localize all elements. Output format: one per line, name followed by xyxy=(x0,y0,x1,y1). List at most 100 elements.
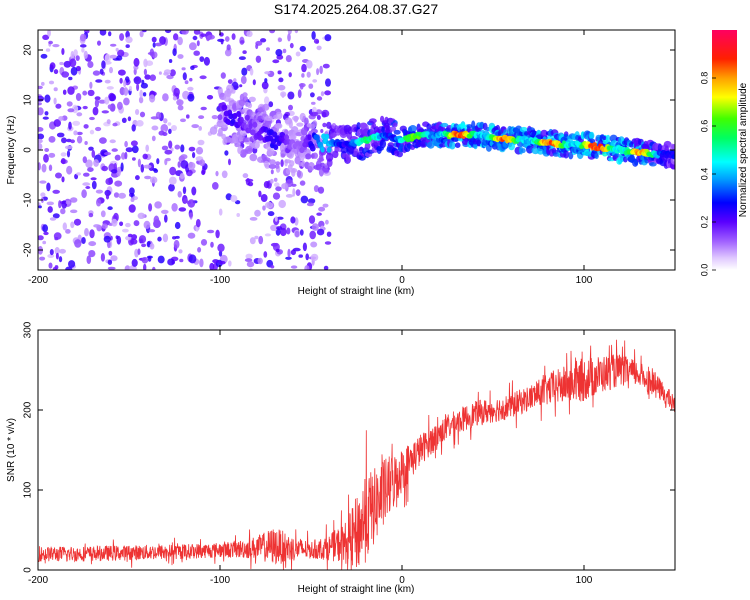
spectrogram-cell xyxy=(125,36,133,44)
spectrogram-cell xyxy=(39,180,47,184)
spectrogram-cell xyxy=(212,182,219,190)
spectrogram-cell xyxy=(110,255,118,262)
spectrogram-cell xyxy=(449,141,456,150)
snr-series-line xyxy=(38,339,675,570)
spectrogram-cell xyxy=(326,231,332,237)
spectrogram-cell xyxy=(109,66,113,74)
spectrogram-cell xyxy=(199,75,207,80)
spectrogram-cell xyxy=(89,116,95,121)
spectrogram-cell xyxy=(195,146,204,155)
snr-panel: -200 -100 0 100 0 100 200 300 Height of straigh… xyxy=(6,321,676,595)
spectrogram-cell xyxy=(228,260,232,267)
spectrogram-cell xyxy=(316,96,323,101)
spectrogram-cell xyxy=(53,87,58,92)
spectrogram-cell xyxy=(162,93,169,102)
spectrogram-cell xyxy=(47,206,53,213)
spectrogram-cell xyxy=(68,76,73,81)
chart-title: S174.2025.264.08.37.G27 xyxy=(274,1,438,17)
spectrogram-cell xyxy=(225,36,230,42)
spectrogram-cell xyxy=(301,63,307,73)
spectrogram-cell xyxy=(217,243,225,252)
spectrogram-cell xyxy=(141,79,145,85)
spectrogram-cell xyxy=(38,162,41,171)
spectrogram-cell xyxy=(130,140,138,147)
spectrogram-cell xyxy=(121,117,127,124)
spectrogram-cell xyxy=(387,142,395,147)
spectrogram-cell xyxy=(107,259,113,265)
spectrogram-cell xyxy=(330,133,338,138)
spectrogram-cell xyxy=(292,247,301,252)
spectrogram-cell xyxy=(47,30,51,37)
spectrogram-cell xyxy=(182,72,187,81)
spectrogram-cell xyxy=(196,40,200,47)
spectrogram-cell xyxy=(75,93,82,101)
spectrogram-cell xyxy=(157,255,165,264)
spectrogram-cell xyxy=(99,137,107,144)
spectrogram-cell xyxy=(90,177,97,181)
spectrogram-cell xyxy=(128,204,136,213)
spectrogram-cell xyxy=(38,107,44,116)
spectrogram-cell xyxy=(70,66,78,76)
spectrogram-cell xyxy=(270,224,278,231)
spectrogram-cell xyxy=(107,266,116,270)
spectrogram-cell xyxy=(440,122,449,128)
spectrogram-cell xyxy=(60,208,66,215)
spectrogram-ridge-cell xyxy=(257,134,264,141)
spectrogram-cell xyxy=(356,122,361,130)
spectrogram-cell xyxy=(230,89,236,94)
snr-x-tick-label: -100 xyxy=(210,575,230,586)
spectrogram-cell xyxy=(396,150,404,158)
spectrogram-cell xyxy=(242,92,248,97)
spectrogram-cell xyxy=(66,165,73,175)
spectrogram-cell xyxy=(245,178,254,183)
spectrogram-cell xyxy=(241,67,248,76)
spectrogram-cell xyxy=(53,97,57,105)
spectrogram-cell xyxy=(264,163,271,169)
spectrogram-cell xyxy=(415,141,422,148)
spectrogram-cell xyxy=(300,195,309,204)
spectrogram-cell xyxy=(136,83,140,92)
spectrogram-cell xyxy=(178,249,183,254)
spectrogram-cell xyxy=(242,96,249,103)
spectrogram-cell xyxy=(115,55,123,61)
spectrogram-cell xyxy=(261,81,269,90)
spectrogram-cell xyxy=(178,207,187,212)
spectrogram-cell xyxy=(101,223,108,229)
spectrogram-cell xyxy=(313,185,319,193)
spectrogram-cell xyxy=(262,205,266,211)
spectrogram-cell xyxy=(88,241,97,247)
spectrogram-cell xyxy=(106,119,111,125)
spectrogram-cell xyxy=(240,75,247,85)
spectrogram-cell xyxy=(649,162,657,167)
spectrogram-cell xyxy=(48,136,56,143)
spectrogram-cell xyxy=(389,126,397,132)
spectrogram-cell xyxy=(199,159,206,167)
spectrogram-cell xyxy=(301,73,305,78)
spectrogram-cell xyxy=(83,124,89,129)
spectrogram-cell xyxy=(227,79,233,84)
spectrogram-cell xyxy=(225,193,232,201)
spectrogram-cell xyxy=(269,30,275,34)
spectrogram-cell xyxy=(249,217,258,221)
spectrogram-cell xyxy=(242,173,249,179)
spectrogram-cell xyxy=(299,180,306,186)
spectrogram-cell xyxy=(123,87,129,96)
spectrogram-cell xyxy=(300,127,308,136)
spectrogram-cell xyxy=(262,103,270,111)
spectrogram-cell xyxy=(76,131,83,136)
spectrogram-cell xyxy=(187,162,196,170)
spectrogram-cell xyxy=(101,60,106,69)
spectrogram-cell xyxy=(177,161,181,168)
spectrogram-cell xyxy=(324,90,331,96)
spectrogram-cell xyxy=(144,74,151,80)
spectrogram-cell xyxy=(265,121,272,129)
spectrogram-cell xyxy=(287,30,292,35)
spectrogram-ridge-cell xyxy=(326,146,332,153)
spectrogram-cell xyxy=(38,235,44,241)
spectrogram-cell xyxy=(89,229,95,239)
spectrogram-ridge-cell xyxy=(324,133,330,140)
spectrogram-cell xyxy=(160,124,169,133)
spectrogram-cell xyxy=(124,140,128,148)
spectrogram-cell xyxy=(141,256,149,264)
spectrogram-cell xyxy=(189,77,193,82)
